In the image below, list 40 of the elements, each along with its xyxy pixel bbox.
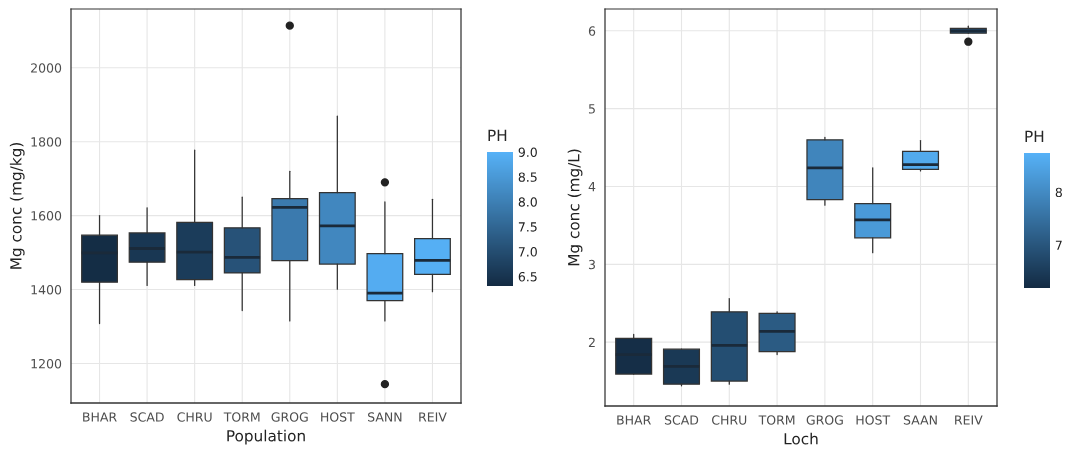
color-bar-label: 8.0: [518, 197, 537, 207]
x-tick-label: BHAR: [617, 415, 651, 425]
x-tick-label: GROG: [806, 415, 843, 425]
color-bar-label: 6.5: [518, 272, 537, 282]
x-tick-label: SAAN: [903, 415, 937, 425]
y-tick-label: 3: [588, 259, 595, 270]
x-tick-label: HOST: [321, 412, 355, 422]
x-tick-label: TORM: [758, 415, 795, 425]
x-tick-label: SCAD: [130, 412, 164, 422]
color-bar-label: 7.0: [518, 247, 537, 257]
x-tick-label: TORM: [223, 412, 260, 422]
y-tick-label: 1600: [31, 211, 62, 221]
x-tick-label: GROG: [271, 412, 308, 422]
color-bar-label: 8.5: [518, 172, 537, 182]
y-tick-label: 1200: [31, 358, 62, 369]
x-axis-title: Population: [227, 429, 305, 445]
y-axis-title: Mg conc (mg/L): [567, 149, 583, 266]
y-axis-title: Mg conc (mg/kg): [9, 143, 25, 269]
y-tick-label: 5: [588, 104, 595, 114]
color-bar-label: 7: [1055, 240, 1062, 250]
color-bar-label: 9.0: [518, 147, 537, 157]
y-tick-label: 2: [588, 337, 595, 347]
x-tick-label: BHAR: [83, 412, 117, 422]
x-tick-label: CHRU: [712, 415, 747, 425]
color-bar-title: PH: [1025, 130, 1044, 142]
y-tick-label: 1400: [31, 285, 62, 295]
x-tick-label: SCAD: [664, 415, 699, 425]
y-tick-label: 1800: [31, 137, 62, 147]
x-tick-label: HOST: [856, 415, 891, 425]
x-tick-label: SANN: [368, 412, 402, 422]
x-tick-label: CHRU: [177, 412, 212, 422]
color-bar-label: 7.5: [518, 222, 537, 232]
color-bar-title: PH: [488, 129, 507, 141]
y-tick-label: 2000: [31, 63, 62, 73]
x-axis-title: Loch: [784, 432, 818, 445]
x-tick-label: REIV: [955, 415, 983, 425]
y-tick-label: 6: [588, 26, 596, 36]
x-tick-label: REIV: [419, 412, 447, 422]
y-tick-label: 4: [588, 182, 596, 192]
color-bar-label: 8: [1055, 187, 1062, 198]
